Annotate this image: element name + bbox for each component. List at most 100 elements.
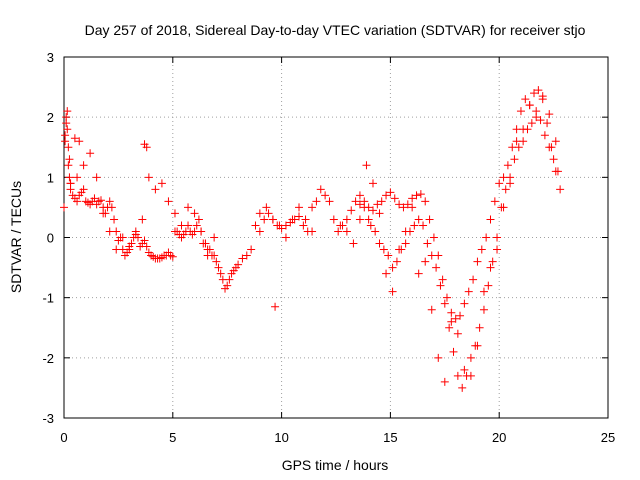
data-point bbox=[442, 293, 451, 302]
data-point bbox=[519, 125, 528, 134]
data-point bbox=[205, 245, 214, 254]
data-point bbox=[197, 227, 206, 236]
data-point bbox=[527, 119, 536, 128]
data-point bbox=[445, 323, 454, 332]
data-point bbox=[142, 143, 151, 152]
data-point bbox=[438, 275, 447, 284]
data-point bbox=[466, 353, 475, 362]
data-point bbox=[295, 212, 304, 221]
data-point bbox=[484, 281, 493, 290]
data-point bbox=[288, 215, 297, 224]
data-point bbox=[96, 196, 105, 205]
y-axis-ticks: -3 -2 -1 0 1 2 3 bbox=[42, 50, 608, 426]
data-point bbox=[551, 137, 560, 146]
data-point bbox=[99, 209, 108, 218]
data-point bbox=[336, 221, 345, 230]
data-point bbox=[299, 221, 308, 230]
y-tick-label: -3 bbox=[42, 411, 54, 426]
data-point bbox=[403, 200, 412, 209]
y-tick-label: 2 bbox=[47, 110, 54, 125]
data-point bbox=[375, 209, 384, 218]
data-point bbox=[255, 209, 264, 218]
data-point bbox=[242, 251, 251, 260]
data-point bbox=[355, 215, 364, 224]
chart-title: Day 257 of 2018, Sidereal Day-to-day VTE… bbox=[85, 22, 586, 38]
data-point bbox=[538, 92, 547, 101]
data-point bbox=[238, 254, 247, 263]
data-point bbox=[464, 287, 473, 296]
data-point bbox=[447, 317, 456, 326]
data-point bbox=[382, 269, 391, 278]
data-point bbox=[347, 206, 356, 215]
data-point bbox=[151, 185, 160, 194]
data-point bbox=[142, 242, 151, 251]
data-point bbox=[453, 329, 462, 338]
data-point bbox=[355, 200, 364, 209]
data-point bbox=[477, 245, 486, 254]
x-tick-label: 10 bbox=[274, 430, 288, 445]
data-point bbox=[144, 173, 153, 182]
data-point bbox=[268, 215, 277, 224]
data-point bbox=[223, 281, 232, 290]
data-point bbox=[70, 134, 79, 143]
data-point bbox=[66, 185, 75, 194]
data-point bbox=[262, 203, 271, 212]
data-point bbox=[536, 116, 545, 125]
data-point bbox=[177, 221, 186, 230]
data-point bbox=[190, 209, 199, 218]
data-point bbox=[401, 227, 410, 236]
data-point bbox=[386, 188, 395, 197]
data-point bbox=[127, 239, 136, 248]
data-point bbox=[410, 221, 419, 230]
data-point bbox=[490, 197, 499, 206]
data-point bbox=[73, 173, 82, 182]
data-point bbox=[473, 257, 482, 266]
data-point bbox=[525, 101, 534, 110]
data-point bbox=[432, 263, 441, 272]
data-point bbox=[553, 167, 562, 176]
data-point bbox=[475, 323, 484, 332]
data-point bbox=[421, 197, 430, 206]
data-point bbox=[62, 119, 71, 128]
data-point bbox=[312, 197, 321, 206]
data-point bbox=[133, 233, 142, 242]
data-point bbox=[157, 253, 166, 262]
data-point bbox=[429, 233, 438, 242]
data-point bbox=[360, 203, 369, 212]
data-point bbox=[521, 95, 530, 104]
data-point bbox=[170, 209, 179, 218]
data-point bbox=[392, 257, 401, 266]
data-point bbox=[60, 203, 68, 212]
data-point bbox=[65, 173, 74, 182]
data-point bbox=[138, 215, 147, 224]
data-point bbox=[342, 215, 351, 224]
data-point bbox=[107, 203, 116, 212]
data-point bbox=[321, 191, 330, 200]
data-point bbox=[540, 131, 549, 140]
data-point bbox=[368, 179, 377, 188]
data-point bbox=[63, 107, 72, 116]
data-point bbox=[192, 221, 201, 230]
data-point bbox=[366, 221, 375, 230]
data-point bbox=[308, 203, 317, 212]
data-point bbox=[210, 233, 219, 242]
data-point bbox=[514, 143, 523, 152]
data-point bbox=[65, 155, 74, 164]
data-point bbox=[247, 245, 256, 254]
data-point bbox=[447, 308, 456, 317]
data-point bbox=[425, 215, 434, 224]
data-point bbox=[301, 215, 310, 224]
data-point bbox=[503, 161, 512, 170]
data-point bbox=[493, 245, 502, 254]
data-point bbox=[453, 371, 462, 380]
x-axis-label: GPS time / hours bbox=[282, 457, 389, 473]
data-point bbox=[388, 287, 397, 296]
data-point bbox=[112, 245, 121, 254]
data-point bbox=[118, 233, 127, 242]
y-tick-label: 3 bbox=[47, 50, 54, 65]
data-point bbox=[436, 281, 445, 290]
data-point bbox=[316, 185, 325, 194]
data-point bbox=[325, 197, 334, 206]
data-point bbox=[64, 161, 73, 170]
data-point bbox=[351, 197, 360, 206]
